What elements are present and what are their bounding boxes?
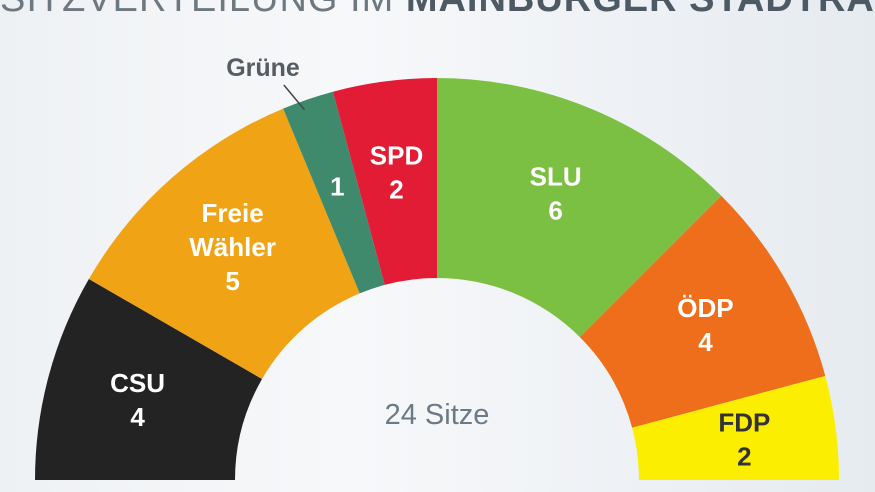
value-label: 1 [330,171,344,201]
party-label: ÖDP [677,293,733,323]
value-label: 6 [548,196,562,226]
slice-grüne [283,91,385,294]
chart-title: SITZVERTEILUNG IM MAINBURGER STADTRAT [0,0,875,21]
party-label: SPD [370,141,423,171]
value-label: 4 [130,402,145,432]
slice-slu [437,78,722,338]
center-label: 24 Sitze [385,399,490,431]
party-label: FDP [718,408,770,438]
slice-spd [332,78,437,285]
party-label: SLU [530,162,582,192]
title-bold: MAINBURGER STADTRAT [406,0,875,20]
value-label: 2 [389,175,403,205]
value-label: 2 [737,442,751,472]
party-label: CSU [110,368,165,398]
slice-ödp [579,195,826,428]
slice-freie-wähler [88,108,360,379]
party-label: Freie [202,198,264,228]
slice-csu [35,279,263,480]
slice-fdp [632,375,839,480]
outside-party-label: Grüne [226,54,300,82]
value-label: 4 [698,327,713,357]
party-label: Wähler [189,232,276,262]
leader-line [283,84,306,111]
value-label: 5 [225,266,239,296]
title-light: SITZVERTEILUNG IM [0,0,394,20]
